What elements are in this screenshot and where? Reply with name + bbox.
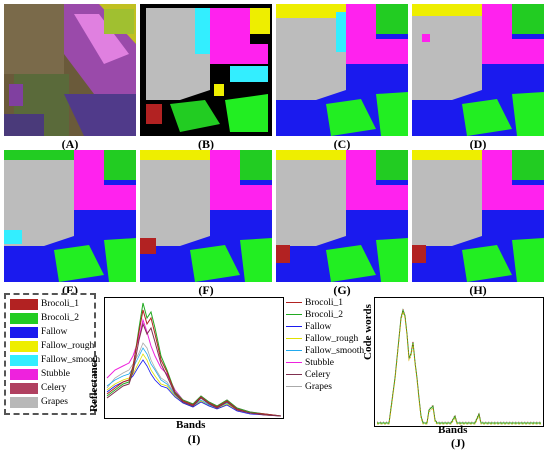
- spectral-legend-item: Stubble: [286, 357, 334, 368]
- spectral-legend-label: Brocoli_1: [305, 297, 343, 308]
- legend-label: Brocoli_2: [41, 313, 79, 323]
- legend-label: Fallow: [41, 327, 68, 337]
- legend-item: Celery: [10, 382, 66, 394]
- spectral-legend-label: Fallow_smooth: [305, 345, 365, 356]
- spectral-legend-label: Stubble: [305, 357, 335, 368]
- spectral-legend-line: [286, 326, 302, 327]
- spectral-plot-caption: (I): [187, 432, 201, 446]
- spectral-legend-item: Fallow_smooth: [286, 345, 364, 356]
- spectral-legend-line: [286, 386, 302, 387]
- legend-label: Fallow_rough: [41, 341, 95, 351]
- legend-swatch: [10, 298, 38, 310]
- spectral-legend-item: Brocoli_2: [286, 309, 343, 320]
- panel-g-classification-map: [276, 150, 408, 282]
- spectral-legend-line: [286, 302, 302, 303]
- spectral-legend-label: Fallow_rough: [305, 333, 359, 344]
- legend-label: Brocoli_1: [41, 299, 79, 309]
- spectral-curve-brocoli-2: [106, 302, 282, 417]
- spectral-legend-line: [286, 350, 302, 351]
- code-words-plot-ylabel: Code words: [362, 304, 418, 372]
- code-words-curves: [377, 307, 541, 425]
- panel-c-caption: (C): [333, 137, 351, 151]
- legend-label: Fallow_smooth: [41, 355, 101, 365]
- code-words-plot-xlabel: Bands: [438, 424, 468, 436]
- legend-item: Grapes: [10, 396, 68, 408]
- spectral-legend-item: Fallow: [286, 321, 331, 332]
- code-words-plot-frame: [374, 297, 544, 427]
- spectral-legend-line: [286, 374, 302, 375]
- legend-item: Stubble: [10, 368, 70, 380]
- spectral-legend-item: Fallow_rough: [286, 333, 358, 344]
- panel-f-classification-map: [140, 150, 272, 282]
- legend-swatch: [10, 340, 38, 352]
- legend-swatch: [10, 326, 38, 338]
- spectral-legend-line: [286, 362, 302, 363]
- panel-a-caption: (A): [61, 137, 79, 151]
- legend-swatch: [10, 354, 38, 366]
- panel-h-caption: (H): [469, 283, 487, 297]
- legend-label: Celery: [41, 383, 67, 393]
- spectral-legend-line: [286, 314, 302, 315]
- spectral-plot-xlabel: Bands: [176, 419, 206, 431]
- spectral-legend-label: Grapes: [305, 381, 332, 392]
- legend-label: Grapes: [41, 397, 68, 407]
- spectral-legend-label: Brocoli_2: [305, 309, 343, 320]
- panel-f-caption: (F): [198, 283, 214, 297]
- spectral-curves: [106, 302, 282, 417]
- panel-a-false-color-image: [4, 4, 136, 136]
- class-legend: Brocoli_1 Brocoli_2 Fallow Fallow_rough …: [4, 293, 100, 415]
- spectral-plot-frame: [104, 297, 284, 419]
- panel-g-caption: (G): [333, 283, 351, 297]
- legend-swatch: [10, 312, 38, 324]
- code-words-curve-c: [377, 307, 541, 423]
- panel-d-caption: (D): [469, 137, 487, 151]
- spectral-curve-brocoli-1: [106, 309, 282, 417]
- legend-swatch: [10, 396, 38, 408]
- legend-item: Fallow: [10, 326, 67, 338]
- panel-d-classification-map: [412, 4, 544, 136]
- legend-swatch: [10, 368, 38, 380]
- spectral-plot-ylabel: Reflectance: [88, 358, 142, 424]
- code-words-plot-ylabel-text: Code words: [362, 304, 374, 360]
- panel-c-classification-map: [276, 4, 408, 136]
- legend-item: Fallow_rough: [10, 340, 94, 352]
- legend-swatch: [10, 382, 38, 394]
- spectral-plot-ylabel-text: Reflectance: [88, 357, 100, 412]
- spectral-legend-item: Grapes: [286, 381, 332, 392]
- legend-item: Brocoli_2: [10, 312, 79, 324]
- panel-e-classification-map: [4, 150, 136, 282]
- code-words-plot-caption: (J): [451, 436, 465, 450]
- legend-label: Stubble: [41, 369, 71, 379]
- panel-h-classification-map: [412, 150, 544, 282]
- panel-b-ground-truth: [140, 4, 272, 136]
- spectral-legend-item: Brocoli_1: [286, 297, 343, 308]
- legend-item: Brocoli_1: [10, 298, 79, 310]
- legend-item: Fallow_smooth: [10, 354, 100, 366]
- spectral-legend-line: [286, 338, 302, 339]
- panel-b-caption: (B): [198, 137, 214, 151]
- spectral-curve-celery: [106, 322, 282, 417]
- spectral-legend-label: Fallow: [305, 321, 332, 332]
- spectral-legend-item: Celery: [286, 369, 330, 380]
- spectral-legend-label: Celery: [305, 369, 331, 380]
